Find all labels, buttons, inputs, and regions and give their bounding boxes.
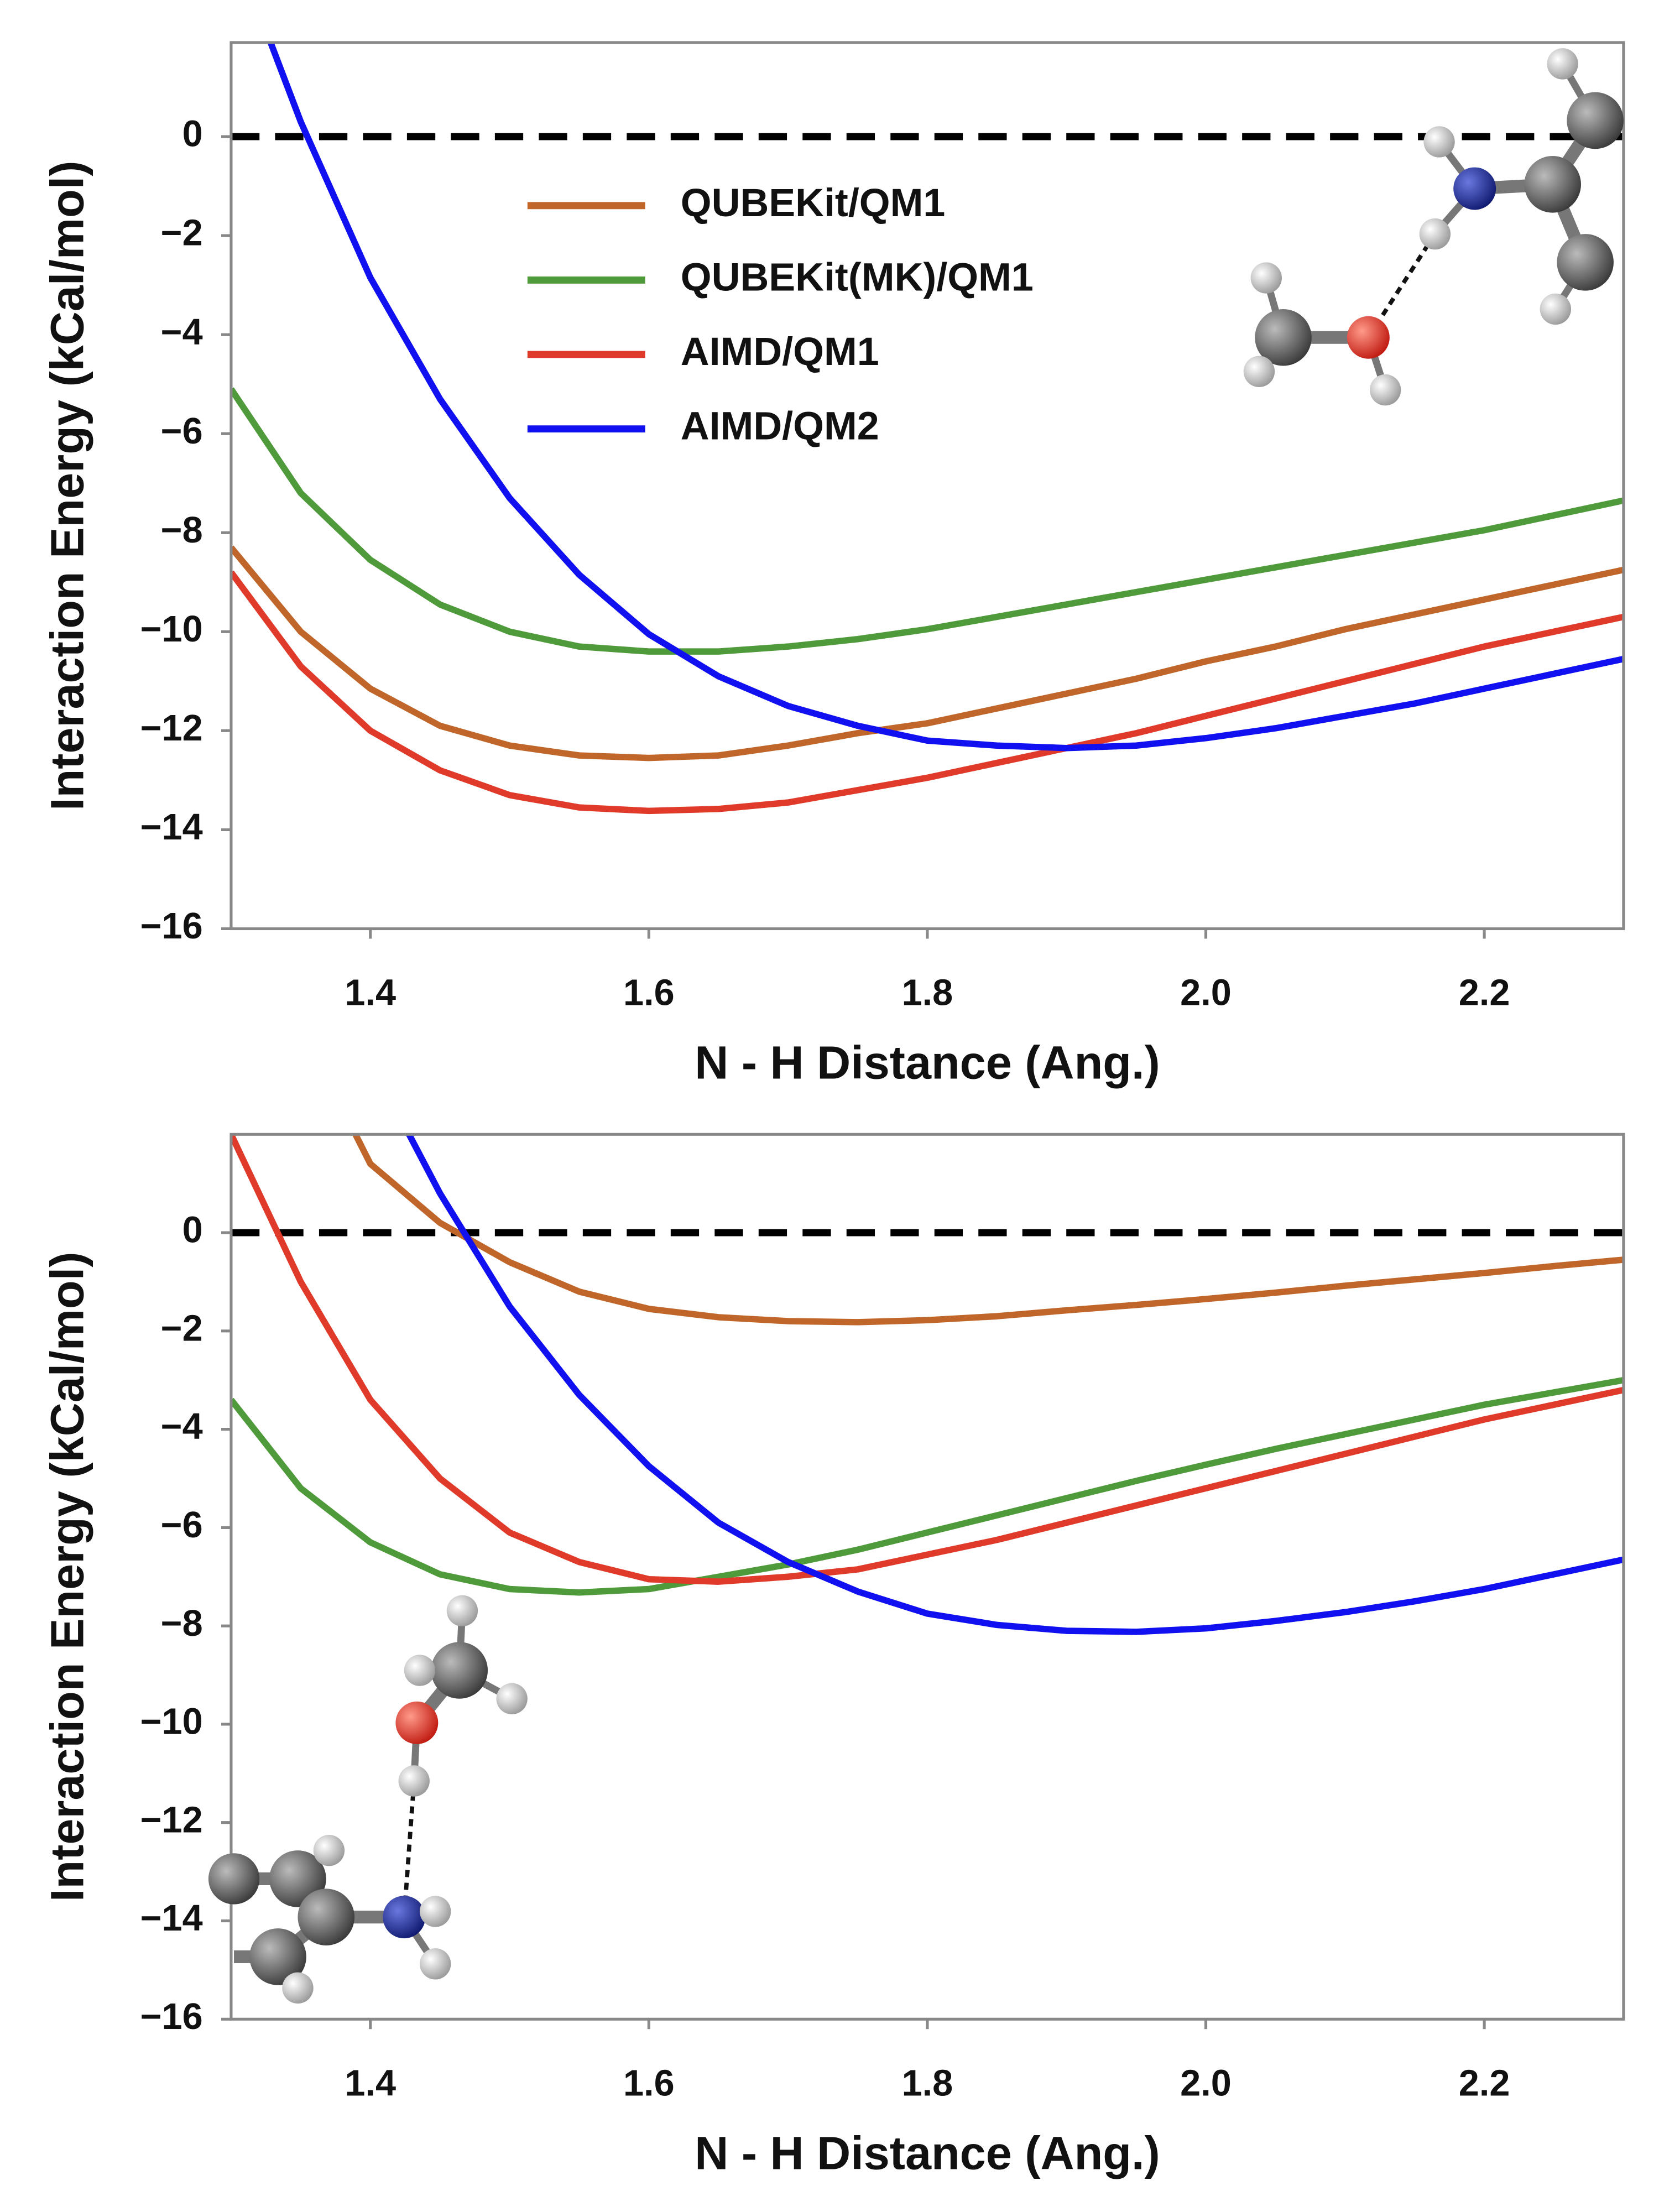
series-line bbox=[231, 1377, 1624, 1596]
series-line bbox=[231, 545, 1624, 761]
series-line bbox=[405, 1134, 1624, 1635]
y-tick-label: −10 bbox=[140, 609, 203, 650]
y-tick-label: −4 bbox=[161, 312, 203, 353]
chart-panel: −16 −14 −12 −10 −8 −6 −4 −2 0 1.4 1.6 1.8 2.0 2.2 N - … bbox=[41, 1133, 1625, 2179]
y-tick-label: −8 bbox=[161, 510, 203, 551]
y-tick-label: 0 bbox=[182, 114, 203, 155]
y-tick-label: −2 bbox=[161, 213, 203, 254]
x-tick-label: 1.8 bbox=[902, 973, 953, 1014]
chart-panel: −16 −14 −12 −10 −8 −6 −4 −2 0 1.4 1.6 1.8 2.0 2.2 N - … bbox=[41, 41, 1625, 1089]
series-line bbox=[231, 387, 1624, 655]
y-axis-label: Interaction Energy (kCal/mol) bbox=[41, 1252, 93, 1902]
y-tick-label: −2 bbox=[161, 1308, 203, 1349]
y-tick-label: −10 bbox=[140, 1702, 203, 1743]
x-tick-label: 2.0 bbox=[1180, 2063, 1232, 2104]
molecule-bottom bbox=[208, 1595, 528, 2004]
series-line bbox=[231, 570, 1624, 815]
y-tick-label: −6 bbox=[161, 411, 203, 452]
y-tick-label: −14 bbox=[140, 1898, 203, 1939]
x-tick-label: 1.4 bbox=[345, 2063, 396, 2104]
y-tick-label: −12 bbox=[140, 1799, 203, 1840]
x-axis-label: N - H Distance (Ang.) bbox=[695, 1036, 1160, 1089]
plot-frame bbox=[229, 41, 1625, 931]
series-line bbox=[231, 1134, 1624, 1585]
y-tick-label: 0 bbox=[182, 1210, 203, 1251]
legend-label: QUBEKit(MK)/QM1 bbox=[681, 255, 1034, 299]
x-tick-label: 1.8 bbox=[902, 2063, 953, 2104]
y-tick-label: −16 bbox=[140, 1996, 203, 2037]
legend-label: AIMD/QM1 bbox=[681, 330, 879, 374]
y-tick-label: −12 bbox=[140, 708, 203, 749]
y-tick-label: −14 bbox=[140, 807, 203, 848]
x-tick-label: 2.2 bbox=[1459, 2063, 1510, 2104]
x-tick-label: 1.6 bbox=[623, 973, 675, 1014]
x-tick-label: 1.6 bbox=[623, 2063, 675, 2104]
x-axis-label: N - H Distance (Ang.) bbox=[695, 2126, 1160, 2179]
y-tick-label: −8 bbox=[161, 1603, 203, 1644]
legend-label: QUBEKit/QM1 bbox=[681, 181, 946, 225]
y-tick-label: −16 bbox=[140, 906, 203, 947]
x-tick-label: 2.2 bbox=[1459, 973, 1510, 1014]
molecule-top bbox=[1243, 48, 1624, 406]
x-tick-label: 1.4 bbox=[345, 973, 396, 1014]
y-tick-label: −6 bbox=[161, 1505, 203, 1546]
plot-frame bbox=[229, 1133, 1625, 2021]
series-line bbox=[267, 42, 1624, 752]
x-tick-label: 2.0 bbox=[1180, 973, 1232, 1014]
y-axis-label: Interaction Energy (kCal/mol) bbox=[41, 161, 93, 811]
y-tick-label: −4 bbox=[161, 1406, 203, 1447]
charts: −16 −14 −12 −10 −8 −6 −4 −2 0 1.4 1.6 1.8 2.0 2.2 N - … bbox=[41, 41, 1625, 2179]
legend-label: AIMD/QM2 bbox=[681, 404, 879, 448]
